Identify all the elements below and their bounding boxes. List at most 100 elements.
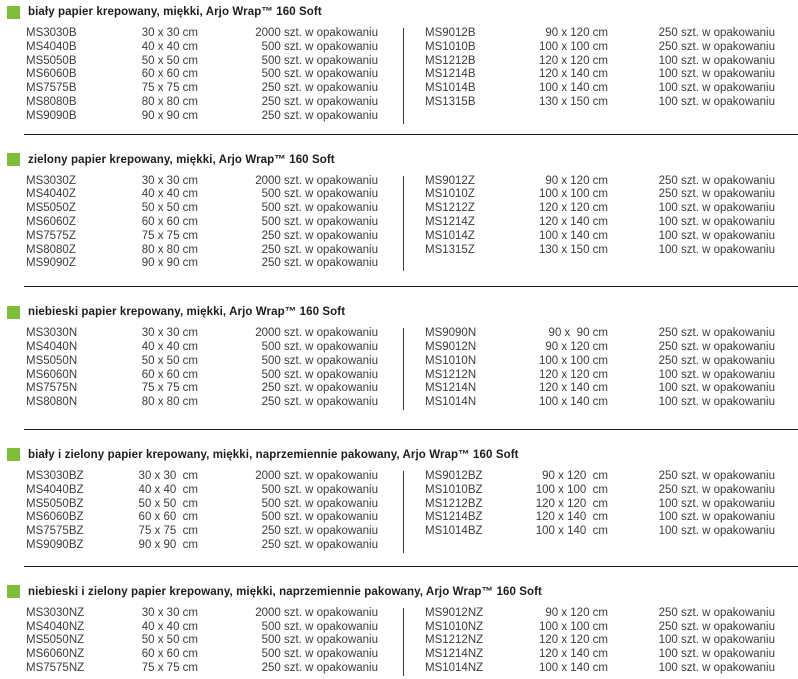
- product-size: 50 x 50 cm: [138, 497, 198, 510]
- product-code: MS1014BZ: [425, 525, 483, 538]
- product-row: MS5050N 50 x 50 cm 500 szt. w opakowaniu: [26, 355, 378, 369]
- product-row: MS1014Z 100 x 140 cm 100 szt. w opakowan…: [425, 230, 775, 244]
- section-title: niebieski papier krepowany, miękki, Arjo…: [28, 306, 346, 319]
- product-code: MS1212BZ: [425, 497, 483, 510]
- product-row: MS1212B 120 x 120 cm 100 szt. w opakowan…: [425, 55, 775, 69]
- product-quantity: 250 szt. w opakowaniu: [658, 40, 775, 53]
- product-size: 75 x 75 cm: [141, 382, 198, 395]
- product-code: MS1315B: [425, 95, 476, 108]
- product-quantity: 100 szt. w opakowaniu: [658, 243, 775, 256]
- product-size: 30 x 30 cm: [141, 606, 198, 619]
- product-column-left: MS3030B 30 x 30 cm 2000 szt. w opakowani…: [26, 27, 378, 124]
- product-code: MS4040Z: [26, 188, 76, 201]
- product-quantity: 250 szt. w opakowaniu: [658, 340, 775, 353]
- product-size: 50 x 50 cm: [141, 354, 198, 367]
- product-quantity: 250 szt. w opakowaniu: [658, 606, 775, 619]
- product-code: MS6060Z: [26, 215, 76, 228]
- product-quantity: 250 szt. w opakowaniu: [658, 354, 775, 367]
- product-quantity: 250 szt. w opakowaniu: [658, 174, 775, 187]
- product-quantity: 250 szt. w opakowaniu: [658, 27, 775, 39]
- product-quantity: 500 szt. w opakowaniu: [261, 620, 378, 633]
- column-divider-rule: [403, 328, 404, 410]
- product-quantity: 500 szt. w opakowaniu: [261, 40, 378, 53]
- product-section: biały papier krepowany, miękki, Arjo Wra…: [0, 4, 798, 135]
- product-quantity: 250 szt. w opakowaniu: [261, 525, 378, 538]
- product-quantity: 100 szt. w opakowaniu: [658, 215, 775, 228]
- product-quantity: 2000 szt. w opakowaniu: [255, 174, 378, 187]
- section-bullet-icon: [7, 448, 20, 462]
- product-code: MS8080B: [26, 95, 77, 108]
- product-code: MS5050B: [26, 54, 77, 67]
- product-size: 40 x 40 cm: [141, 188, 198, 201]
- product-code: MS6060NZ: [26, 648, 85, 661]
- section-bullet-icon: [7, 585, 20, 599]
- product-row: MS7575Z 75 x 75 cm 250 szt. w opakowaniu: [26, 230, 378, 244]
- product-code: MS4040NZ: [26, 620, 85, 633]
- product-code: MS1214B: [425, 68, 476, 81]
- product-code: MS3030BZ: [26, 469, 84, 482]
- product-row: MS7575BZ 75 x 75 cm 250 szt. w opakowani…: [26, 525, 378, 539]
- product-row: MS5050Z 50 x 50 cm 500 szt. w opakowaniu: [26, 202, 378, 216]
- product-row: MS8080Z 80 x 80 cm 250 szt. w opakowaniu: [26, 244, 378, 258]
- product-size: 50 x 50 cm: [141, 202, 198, 215]
- product-code: MS1010Z: [425, 188, 475, 201]
- product-code: MS8080Z: [26, 243, 76, 256]
- section-bullet-icon: [7, 305, 20, 319]
- product-code: MS4040B: [26, 40, 77, 53]
- product-row: MS5050BZ 50 x 50 cm 500 szt. w opakowani…: [26, 498, 378, 512]
- product-row: MS1014N 100 x 140 cm 100 szt. w opakowan…: [425, 396, 775, 410]
- product-row: MS1212N 120 x 120 cm 100 szt. w opakowan…: [425, 369, 775, 383]
- product-size: 40 x 40 cm: [141, 620, 198, 633]
- product-quantity: 250 szt. w opakowaniu: [261, 109, 378, 122]
- product-size: 40 x 40 cm: [138, 483, 198, 496]
- product-row: MS5050NZ 50 x 50 cm 500 szt. w opakowani…: [26, 634, 378, 648]
- product-code: MS1214NZ: [425, 648, 484, 661]
- section-bullet-icon: [7, 5, 20, 19]
- product-quantity: 250 szt. w opakowaniu: [261, 95, 378, 108]
- product-quantity: 2000 szt. w opakowaniu: [255, 469, 378, 482]
- section-title: biały i zielony papier krepowany, miękki…: [28, 448, 519, 461]
- product-code: MS3030N: [26, 327, 78, 340]
- product-row: MS1214Z 120 x 140 cm 100 szt. w opakowan…: [425, 216, 775, 230]
- product-size: 80 x 80 cm: [141, 396, 198, 409]
- product-row: MS8080B 80 x 80 cm 250 szt. w opakowaniu: [26, 96, 378, 110]
- product-quantity: 500 szt. w opakowaniu: [261, 188, 378, 201]
- product-quantity: 500 szt. w opakowaniu: [261, 368, 378, 381]
- product-size: 120 x 120 cm: [535, 497, 608, 510]
- product-row: MS9090Z 90 x 90 cm 250 szt. w opakowaniu: [26, 257, 378, 271]
- product-code: MS5050BZ: [26, 497, 84, 510]
- product-row: MS1214BZ 120 x 140 cm 100 szt. w opakowa…: [425, 511, 775, 525]
- product-row: MS3030Z 30 x 30 cm 2000 szt. w opakowani…: [26, 175, 378, 189]
- product-row: MS5050B 50 x 50 cm 500 szt. w opakowaniu: [26, 55, 378, 69]
- product-row: MS1214B 120 x 140 cm 100 szt. w opakowan…: [425, 68, 775, 82]
- product-quantity: 250 szt. w opakowaniu: [658, 327, 775, 340]
- product-code: MS1010N: [425, 354, 477, 367]
- product-column-right: MS9090N 90 x 90 cm 250 szt. w opakowaniu…: [425, 327, 775, 410]
- product-code: MS1010BZ: [425, 483, 483, 496]
- product-row: MS9012B 90 x 120 cm 250 szt. w opakowani…: [425, 27, 775, 41]
- section-body: MS3030Z 30 x 30 cm 2000 szt. w opakowani…: [0, 175, 798, 272]
- product-code: MS9090BZ: [26, 538, 84, 551]
- section-separator-rule: [24, 286, 798, 288]
- product-quantity: 500 szt. w opakowaniu: [261, 634, 378, 647]
- product-quantity: 250 szt. w opakowaniu: [261, 229, 378, 242]
- product-column-left: MS3030N 30 x 30 cm 2000 szt. w opakowani…: [26, 327, 378, 410]
- product-size: 100 x 100 cm: [538, 354, 608, 367]
- product-code: MS3030Z: [26, 174, 76, 187]
- product-column-left: MS3030BZ 30 x 30 cm 2000 szt. w opakowan…: [26, 470, 378, 553]
- product-quantity: 100 szt. w opakowaniu: [658, 368, 775, 381]
- product-row: MS9090N 90 x 90 cm 250 szt. w opakowaniu: [425, 327, 775, 341]
- product-code: MS1212B: [425, 54, 476, 67]
- product-row: MS3030BZ 30 x 30 cm 2000 szt. w opakowan…: [26, 470, 378, 484]
- section-body: MS3030BZ 30 x 30 cm 2000 szt. w opakowan…: [0, 470, 798, 553]
- product-size: 40 x 40 cm: [141, 40, 198, 53]
- product-quantity: 2000 szt. w opakowaniu: [255, 606, 378, 619]
- product-code: MS5050N: [26, 354, 78, 367]
- product-size: 120 x 120 cm: [538, 368, 608, 381]
- product-code: MS1014Z: [425, 229, 475, 242]
- product-size: 90 x 90 cm: [141, 257, 198, 270]
- product-quantity: 500 szt. w opakowaniu: [261, 68, 378, 81]
- product-row: MS3030B 30 x 30 cm 2000 szt. w opakowani…: [26, 27, 378, 41]
- product-quantity: 500 szt. w opakowaniu: [261, 483, 378, 496]
- product-quantity: 100 szt. w opakowaniu: [658, 68, 775, 81]
